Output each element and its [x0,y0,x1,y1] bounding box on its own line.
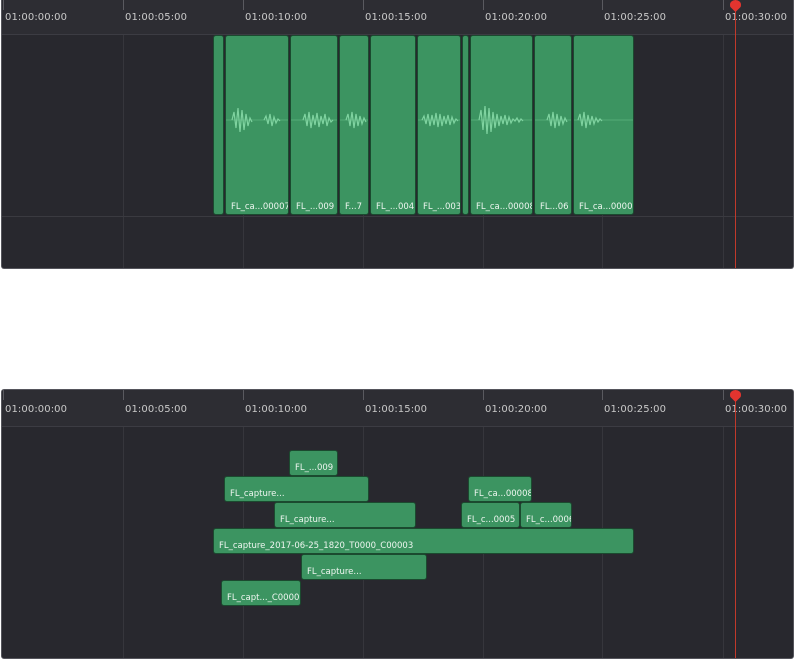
timecode-label: 01:00:20:00 [485,12,548,23]
timecode-label: 01:00:30:00 [725,404,788,415]
waveform-icon [535,111,571,129]
ruler-tick [243,0,244,10]
waveform-icon [471,105,532,135]
ruler-tick [123,390,124,400]
clip-label: FL_capture_2017-06-25_1820_T0000_C00003 [219,541,414,551]
playhead-marker-icon[interactable] [730,390,741,402]
waveform-icon [226,107,288,133]
timeline-panel-bottom[interactable]: 01:00:00:00 01:00:05:00 01:00:10:00 01:0… [1,389,794,659]
clip-label: FL_ca...00007 [231,202,289,212]
timecode-label: 01:00:05:00 [125,404,188,415]
ruler-tick [723,390,724,400]
clip-label: FL_capture... [280,515,335,525]
waveform-icon [340,111,368,129]
audio-clip[interactable]: FL_...003 [417,35,461,215]
clip-label: FL_capture... [307,567,362,577]
timecode-label: 01:00:20:00 [485,404,548,415]
audio-clip[interactable]: FL_...004 [370,35,416,215]
grid-line [123,35,124,268]
clip-label: FL...06 [540,202,569,212]
audio-clip[interactable] [462,35,469,215]
stacked-clip[interactable]: FL_capture... [301,554,427,580]
waveform-icon [574,111,633,129]
audio-clip[interactable]: F...7 [339,35,369,215]
ruler-tick [123,0,124,10]
timecode-label: 01:00:00:00 [5,12,68,23]
timecode-label: 01:00:30:00 [725,12,788,23]
grid-line [723,35,724,268]
timecode-ruler[interactable]: 01:00:00:00 01:00:05:00 01:00:10:00 01:0… [2,0,793,35]
clip-label: FL_...003 [423,202,461,212]
timecode-label: 01:00:05:00 [125,12,188,23]
audio-clip[interactable]: FL...06 [534,35,572,215]
stacked-clip[interactable]: FL_capt..._C00001 [221,580,301,606]
clip-label: FL_c...0006 [526,515,572,525]
audio-clip[interactable]: FL_ca...00003 [573,35,634,215]
playhead-line[interactable] [735,0,736,268]
timecode-label: 01:00:00:00 [5,404,68,415]
waveform-icon [291,111,337,129]
clip-label: FL_ca...00008 [474,489,532,499]
clip-label: FL_...004 [376,202,415,212]
clip-label: FL_ca...00003 [579,202,634,212]
clip-label: FL_c...0005 [467,515,516,525]
clip-label: F...7 [345,202,363,212]
timecode-label: 01:00:25:00 [604,404,667,415]
timecode-label: 01:00:10:00 [245,404,308,415]
timecode-ruler[interactable]: 01:00:00:00 01:00:05:00 01:00:10:00 01:0… [2,390,793,427]
stacked-clip[interactable]: FL_...009 [289,450,338,476]
clip-label: FL_...009 [296,202,335,212]
grid-line [723,427,724,658]
playhead-marker-icon[interactable] [730,0,741,12]
stacked-clip[interactable]: FL_c...0006 [520,502,572,528]
playhead-line[interactable] [735,390,736,658]
clip-label: FL_ca...00008 [476,202,533,212]
audio-clip[interactable]: FL_ca...00008 [470,35,533,215]
waveform-icon [418,112,460,128]
timecode-label: 01:00:10:00 [245,12,308,23]
ruler-tick [723,0,724,10]
ruler-tick [243,390,244,400]
timecode-label: 01:00:25:00 [604,12,667,23]
ruler-tick [602,0,603,10]
ruler-tick [483,0,484,10]
ruler-tick [363,390,364,400]
clip-label: FL_capt..._C00001 [227,593,301,603]
stacked-clip[interactable]: FL_c...0005 [461,502,520,528]
stacked-clip[interactable]: FL_capture... [224,476,369,502]
ruler-tick [483,390,484,400]
timecode-label: 01:00:15:00 [365,404,428,415]
timeline-panel-top[interactable]: 01:00:00:00 01:00:05:00 01:00:10:00 01:0… [1,0,794,269]
timecode-label: 01:00:15:00 [365,12,428,23]
stacked-clip[interactable]: FL_capture... [274,502,416,528]
ruler-tick [602,390,603,400]
grid-line [123,427,124,658]
clip-label: FL_...009 [295,463,334,473]
audio-clip[interactable] [213,35,224,215]
ruler-tick [3,390,4,400]
clip-label: FL_capture... [230,489,285,499]
stacked-clip[interactable]: FL_capture_2017-06-25_1820_T0000_C00003 [213,528,634,554]
track-divider [2,216,793,217]
stacked-clip[interactable]: FL_ca...00008 [468,476,532,502]
ruler-tick [3,0,4,10]
audio-clip[interactable]: FL_...009 [290,35,338,215]
audio-clip[interactable]: FL_ca...00007 [225,35,289,215]
ruler-tick [363,0,364,10]
